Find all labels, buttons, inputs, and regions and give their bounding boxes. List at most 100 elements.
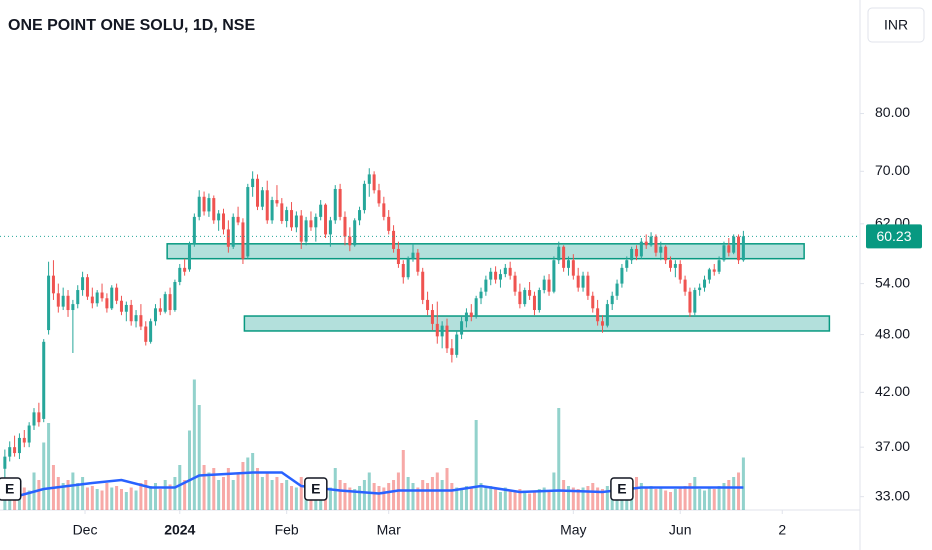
candle-body xyxy=(81,277,85,291)
candle-body xyxy=(13,447,17,454)
candle-body xyxy=(372,174,376,191)
candle-body xyxy=(615,283,619,296)
volume-bar xyxy=(372,483,376,510)
volume-bar xyxy=(455,487,459,510)
candle-body xyxy=(605,304,609,326)
candle-body xyxy=(460,321,464,335)
candle-body xyxy=(183,267,187,272)
volume-bar xyxy=(571,487,575,510)
candle-body xyxy=(17,437,21,454)
candle-body xyxy=(353,220,357,246)
volume-bar xyxy=(265,472,269,510)
candle-body xyxy=(260,190,264,207)
candle-body xyxy=(367,174,371,184)
volume-bar xyxy=(144,480,148,510)
candle-body xyxy=(324,204,328,235)
volume-bar xyxy=(299,477,303,510)
candle-body xyxy=(158,308,162,312)
volume-bar xyxy=(489,486,493,510)
candle-body xyxy=(654,236,658,253)
candle-body xyxy=(163,294,167,312)
volume-bar xyxy=(707,487,711,510)
volume-bar xyxy=(8,495,12,510)
y-tick-label: 54.00 xyxy=(875,274,910,290)
volume-bar xyxy=(105,483,109,510)
candle-body xyxy=(119,300,123,312)
candle-body xyxy=(47,275,51,331)
candle-body xyxy=(387,216,391,231)
candle-body xyxy=(115,287,119,301)
currency-label[interactable]: INR xyxy=(884,17,908,33)
candle-body xyxy=(246,187,250,257)
volume-bar xyxy=(528,493,532,510)
candle-body xyxy=(489,271,493,280)
volume-bar xyxy=(110,487,114,510)
candle-body xyxy=(484,279,488,292)
volume-bar xyxy=(688,483,692,510)
candle-body xyxy=(542,279,546,291)
volume-bar xyxy=(722,483,726,510)
candle-body xyxy=(251,178,255,188)
volume-bar xyxy=(246,457,250,510)
candle-body xyxy=(333,188,337,221)
chart-title: ONE POINT ONE SOLU, 1D, NSE xyxy=(8,17,255,34)
volume-bar xyxy=(387,483,391,510)
volume-bar xyxy=(275,477,279,510)
volume-bar xyxy=(542,487,546,510)
volume-bar xyxy=(358,486,362,510)
volume-bar xyxy=(377,486,381,510)
volume-bar xyxy=(532,492,536,510)
volume-bar xyxy=(469,487,473,510)
volume-bar xyxy=(139,483,143,510)
volume-bar xyxy=(576,489,580,510)
candle-body xyxy=(722,245,726,261)
candle-body xyxy=(435,323,439,337)
candle-body xyxy=(105,298,109,309)
candle-body xyxy=(56,293,60,307)
candle-body xyxy=(464,312,468,322)
x-tick-label: May xyxy=(560,522,586,538)
candle-body xyxy=(95,292,99,304)
candle-body xyxy=(202,196,206,212)
candle-body xyxy=(139,315,143,327)
candle-body xyxy=(319,204,323,217)
volume-bar xyxy=(236,472,240,510)
volume-bar xyxy=(600,489,604,510)
candle-body xyxy=(304,220,308,242)
candle-body xyxy=(178,267,182,282)
plot-area xyxy=(3,168,831,510)
volume-bar xyxy=(178,465,182,510)
x-tick-label: Jun xyxy=(669,522,692,538)
volume-bar xyxy=(464,486,468,510)
candle-body xyxy=(673,264,677,268)
candle-body xyxy=(430,310,434,324)
candle-body xyxy=(192,216,196,244)
volume-bar xyxy=(187,430,191,510)
volume-bar xyxy=(3,498,7,510)
candle-body xyxy=(445,325,449,349)
earnings-marker xyxy=(610,477,634,501)
volume-bar xyxy=(76,483,80,510)
candle-body xyxy=(469,312,473,317)
candle-body xyxy=(547,279,551,292)
candle-body xyxy=(144,326,148,342)
candle-body xyxy=(90,296,94,304)
earnings-marker xyxy=(304,477,328,501)
volume-bar xyxy=(285,480,289,510)
candle-body xyxy=(290,210,294,228)
volume-bar xyxy=(683,486,687,510)
volume-bar xyxy=(367,472,371,510)
volume-bar xyxy=(328,487,332,510)
currency-button[interactable] xyxy=(867,7,925,43)
candle-body xyxy=(421,271,425,300)
candle-body xyxy=(659,246,663,253)
volume-bar xyxy=(445,468,449,510)
volume-bar xyxy=(81,477,85,510)
volume-bar xyxy=(591,483,595,510)
volume-bar xyxy=(421,480,425,510)
candle-body xyxy=(634,248,639,257)
volume-bar xyxy=(737,472,741,510)
candle-body xyxy=(66,295,70,311)
candle-body xyxy=(348,236,352,246)
